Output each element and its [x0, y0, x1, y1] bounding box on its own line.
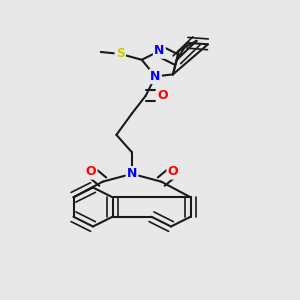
- Text: N: N: [127, 167, 137, 180]
- Text: O: O: [168, 165, 178, 178]
- Text: O: O: [86, 165, 96, 178]
- Text: S: S: [116, 47, 125, 60]
- Text: O: O: [157, 89, 167, 102]
- Text: N: N: [150, 70, 161, 83]
- Text: N: N: [154, 44, 164, 58]
